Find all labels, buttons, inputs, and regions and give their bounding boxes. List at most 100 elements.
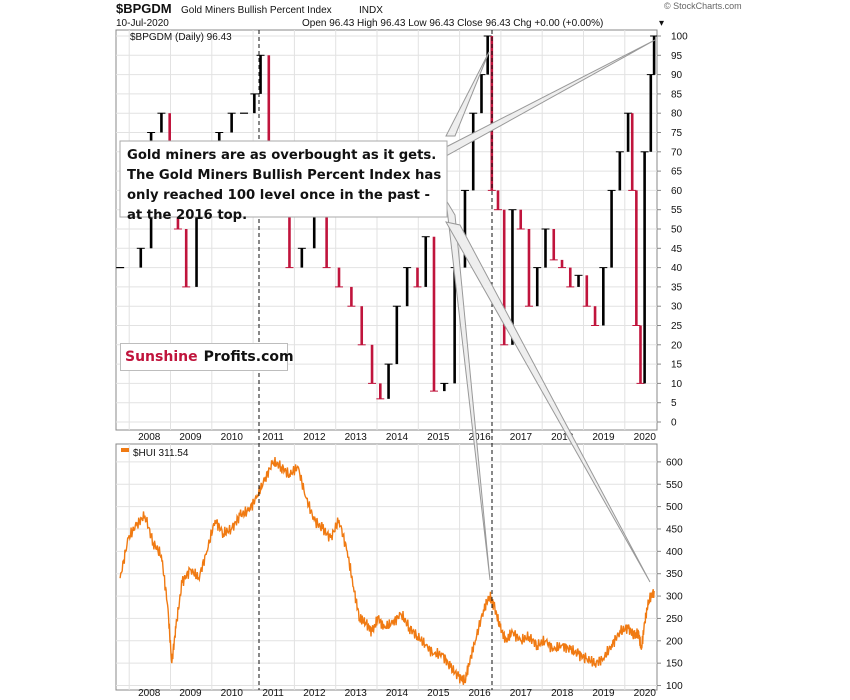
bpgdm-bar bbox=[424, 236, 428, 287]
hui-x-tick-label: 2013 bbox=[345, 688, 368, 699]
bpgdm-y-tick-label: 40 bbox=[671, 263, 683, 274]
bpgdm-bar bbox=[610, 190, 613, 268]
bpgdm-x-tick-label: 2015 bbox=[427, 432, 450, 443]
bpgdm-bar bbox=[405, 267, 409, 307]
bpgdm-x-tick-label: 2011 bbox=[262, 432, 284, 443]
bpgdm-y-tick-label: 65 bbox=[671, 167, 683, 178]
bpgdm-bar bbox=[230, 113, 233, 133]
bpgdm-bar bbox=[593, 306, 597, 326]
bpgdm-bar bbox=[535, 267, 539, 307]
bpgdm-y-tick-label: 70 bbox=[671, 147, 683, 158]
open-marker: ▾ bbox=[659, 18, 664, 29]
bpgdm-y-axis: 0 5 10 15 20 25 30 35 40 45 50 55 60 65 70 75 80 85 90 95 10… bbox=[657, 32, 688, 429]
bpgdm-bar bbox=[585, 275, 589, 307]
bpgdm-bar bbox=[471, 113, 475, 191]
hui-y-tick-label: 100 bbox=[666, 681, 683, 692]
bpgdm-bar bbox=[184, 229, 188, 287]
bpgdm-y-tick-label: 100 bbox=[671, 32, 688, 43]
callout-pointer-2016-top bbox=[445, 51, 490, 137]
hui-y-tick-label: 150 bbox=[666, 659, 683, 670]
bpgdm-x-tick-label: 2013 bbox=[345, 432, 368, 443]
bpgdm-y-tick-label: 90 bbox=[671, 70, 683, 81]
bpgdm-bar bbox=[490, 36, 494, 191]
bpgdm-bar bbox=[416, 267, 419, 287]
bpgdm-y-tick-label: 35 bbox=[671, 282, 683, 293]
hui-x-tick-label: 2015 bbox=[427, 688, 450, 699]
hui-x-tick-label: 2020 bbox=[634, 688, 657, 699]
bpgdm-x-tick-label: 2017 bbox=[510, 432, 533, 443]
hui-x-tick-label: 2019 bbox=[592, 688, 615, 699]
bpgdm-x-tick-label: 2016 bbox=[468, 432, 491, 443]
hui-y-tick-label: 200 bbox=[666, 636, 683, 647]
bpgdm-y-tick-label: 80 bbox=[671, 109, 683, 120]
hui-y-tick-label: 350 bbox=[666, 569, 683, 580]
hui-y-tick-label: 500 bbox=[666, 502, 683, 513]
ohlc-readout: Open 96.43 High 96.43 Low 96.43 Close 96… bbox=[302, 18, 603, 29]
bpgdm-y-tick-label: 85 bbox=[671, 89, 683, 100]
bpgdm-bar bbox=[643, 151, 646, 384]
bpgdm-bar bbox=[387, 364, 390, 399]
hui-x-tick-label: 2011 bbox=[262, 688, 284, 699]
watermark: © StockCharts.com bbox=[664, 1, 742, 11]
bpgdm-y-tick-label: 30 bbox=[671, 302, 683, 313]
bpgdm-bar bbox=[496, 190, 500, 210]
hui-y-tick-label: 300 bbox=[666, 592, 683, 603]
bpgdm-y-tick-label: 60 bbox=[671, 186, 683, 197]
bpgdm-bar bbox=[370, 344, 374, 384]
bpgdm-bar bbox=[267, 55, 271, 152]
bpgdm-bar bbox=[325, 209, 328, 268]
hui-y-tick-label: 450 bbox=[666, 524, 683, 535]
hui-x-tick-label: 2008 bbox=[138, 688, 161, 699]
bpgdm-bar bbox=[630, 113, 634, 191]
bpgdm-bar bbox=[560, 259, 564, 268]
bpgdm-bar bbox=[139, 248, 143, 268]
bpgdm-y-tick-label: 20 bbox=[671, 340, 683, 351]
bpgdm-y-tick-label: 55 bbox=[671, 205, 683, 216]
bpgdm-bar bbox=[568, 267, 572, 287]
bpgdm-bar bbox=[502, 209, 506, 345]
callout-pointer-2020-hui bbox=[445, 221, 651, 583]
bpgdm-x-tick-label: 2018 bbox=[551, 432, 574, 443]
hui-x-tick-label: 2010 bbox=[221, 688, 244, 699]
hui-line bbox=[119, 456, 655, 685]
chart-name: Gold Miners Bullish Percent Index bbox=[181, 5, 332, 16]
bpgdm-bar bbox=[577, 275, 580, 287]
hui-y-axis: 100 150 200 250 300 350 400 450 500 550 600 bbox=[657, 457, 683, 692]
bpgdm-y-tick-label: 0 bbox=[671, 418, 677, 429]
bpgdm-y-tick-label: 5 bbox=[671, 398, 677, 409]
chart-symbol: $BPGDM bbox=[116, 1, 172, 16]
bpgdm-bar bbox=[300, 248, 304, 268]
logo-part-sunshine: Sunshine bbox=[125, 349, 198, 365]
bpgdm-bar bbox=[635, 190, 638, 326]
bpgdm-y-tick-label: 10 bbox=[671, 379, 683, 390]
bpgdm-x-tick-label: 2010 bbox=[221, 432, 244, 443]
bpgdm-bar bbox=[519, 209, 523, 229]
bpgdm-bar bbox=[639, 325, 642, 384]
bpgdm-bar bbox=[160, 113, 163, 133]
callout-pointer-2016-hui bbox=[445, 199, 491, 581]
bpgdm-bar bbox=[312, 209, 316, 249]
hui-x-tick-label: 2017 bbox=[510, 688, 533, 699]
bpgdm-bar bbox=[288, 209, 291, 268]
bpgdm-bar bbox=[360, 306, 364, 345]
bpgdm-bar bbox=[379, 383, 382, 399]
hui-x-tick-label: 2014 bbox=[386, 688, 409, 699]
bpgdm-bar bbox=[480, 74, 483, 114]
hui-x-tick-label: 2012 bbox=[303, 688, 326, 699]
bpgdm-bar bbox=[626, 113, 630, 152]
hui-y-tick-label: 600 bbox=[666, 457, 683, 468]
bpgdm-bar bbox=[544, 229, 547, 268]
hui-y-tick-label: 250 bbox=[666, 614, 683, 625]
bpgdm-bar bbox=[511, 209, 514, 345]
bpgdm-x-tick-label: 2014 bbox=[386, 432, 409, 443]
sunshine-profits-logo: Sunshine Profits.com bbox=[120, 343, 294, 371]
bpgdm-bar bbox=[253, 93, 256, 114]
bpgdm-y-tick-label: 95 bbox=[671, 51, 683, 62]
hui-x-tick-label: 2016 bbox=[468, 688, 491, 699]
bpgdm-y-tick-label: 15 bbox=[671, 360, 683, 371]
annotation-text: Gold miners are as overbought as it gets… bbox=[127, 148, 442, 223]
bpgdm-x-tick-label: 2019 bbox=[592, 432, 615, 443]
bpgdm-bar bbox=[337, 267, 341, 287]
chart-date: 10-Jul-2020 bbox=[116, 18, 169, 29]
callout-box bbox=[119, 140, 448, 218]
